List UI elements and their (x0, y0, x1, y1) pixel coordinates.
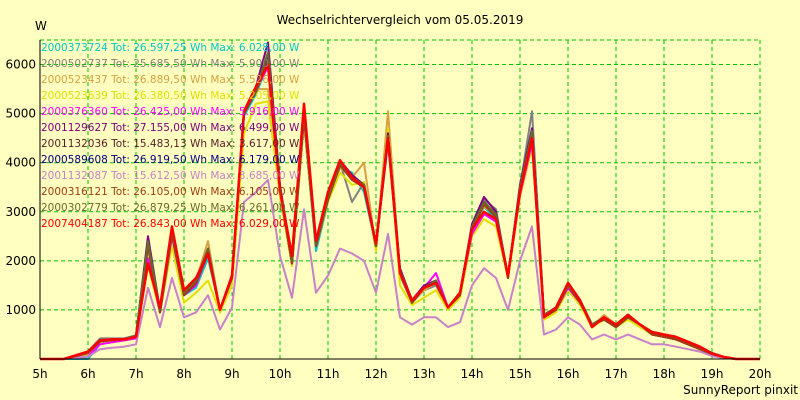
legend-entry: 2000316121 Tot: 26.105,00 Wh Max: 6.105,… (41, 186, 300, 198)
y-tick-label: 6000 (5, 58, 36, 72)
axes: 5h 6h 7h 8h 9h 10h 11h 12h 13h 14h 15h 16h 17h 18h 19h… (5, 40, 771, 381)
legend-entry: 2000376360 Tot: 26.425,00 Wh Max: 5.916,… (41, 106, 300, 118)
y-tick-label: 5000 (5, 107, 36, 121)
x-tick-label: 19h (701, 367, 724, 381)
legend-entry: 2001132087 Tot: 15.612,50 Wh Max: 3.685,… (41, 170, 300, 182)
x-tick-label: 11h (317, 367, 340, 381)
chart-title: Wechselrichtervergleich vom 05.05.2019 (277, 13, 524, 27)
y-tick-label: 3000 (5, 205, 36, 219)
x-tick-label: 7h (128, 367, 143, 381)
footer-credit: SunnyReport pinxit (683, 383, 798, 397)
legend-entry: 2000523437 Tot: 26.889,50 Wh Max: 5.526,… (41, 74, 300, 86)
series-line (40, 63, 760, 361)
x-tick-label: 8h (176, 367, 191, 381)
x-tick-label: 14h (461, 367, 484, 381)
series-layer (40, 41, 760, 361)
x-tick-label: 5h (32, 367, 47, 381)
legend-entry: 2000302779 Tot: 26.879,25 Wh Max: 6.261,… (41, 202, 300, 214)
y-tick-label: 1000 (5, 303, 36, 317)
y-axis-label: W (35, 19, 47, 33)
legend-entry: 2000523639 Tot: 26.380,50 Wh Max: 5.205,… (41, 90, 300, 102)
x-tick-label: 18h (653, 367, 676, 381)
x-tick-label: 17h (605, 367, 628, 381)
legend-entry: 2001132036 Tot: 15.483,13 Wh Max: 3.617,… (41, 138, 300, 150)
x-tick-label: 10h (269, 367, 292, 381)
x-tick-label: 20h (749, 367, 772, 381)
x-tick-label: 15h (509, 367, 532, 381)
legend-entry: 2000502737 Tot: 25.685,50 Wh Max: 5.900,… (41, 58, 300, 70)
legend: 2000373724 Tot: 26.597,25 Wh Max: 6.028,… (41, 42, 300, 230)
x-tick-label: 6h (80, 367, 95, 381)
legend-entry: 2000373724 Tot: 26.597,25 Wh Max: 6.028,… (41, 42, 300, 54)
legend-entry: 2007404187 Tot: 26.843,00 Wh Max: 6.029,… (41, 218, 300, 230)
x-tick-label: 12h (365, 367, 388, 381)
legend-entry: 2000589608 Tot: 26.919,50 Wh Max: 6.179,… (41, 154, 300, 166)
series-line (40, 178, 760, 360)
x-tick-label: 9h (224, 367, 239, 381)
x-tick-label: 16h (557, 367, 580, 381)
series-line (40, 100, 760, 360)
legend-entry: 2001129627 Tot: 27.155,00 Wh Max: 6.499,… (41, 122, 300, 134)
y-tick-label: 2000 (5, 254, 36, 268)
y-tick-label: 4000 (5, 156, 36, 170)
x-tick-label: 13h (413, 367, 436, 381)
